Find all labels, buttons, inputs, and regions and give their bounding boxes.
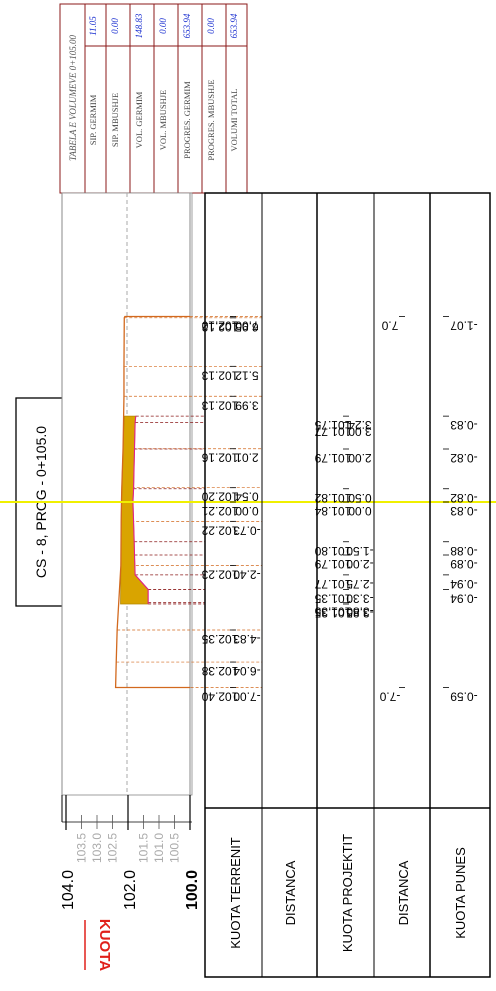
band-label: DISTANCA — [396, 860, 411, 925]
terrain-dist-value: -0.73 — [233, 523, 261, 537]
project-dist-value: -2.75 — [346, 577, 374, 591]
work-height-value: -0.82 — [450, 451, 478, 465]
project-elev-value: 101.82 — [314, 491, 351, 505]
project-dist-value: 2.00 — [348, 451, 372, 465]
project-dist-value: 3.24 — [348, 418, 372, 432]
project-elev-value: 101.84 — [314, 504, 351, 518]
project-elev-value: 101.35 — [314, 605, 351, 619]
terrain-elev-value: 102.20 — [201, 490, 238, 504]
axis-label-group: KUOTA — [84, 919, 113, 971]
volume-table-value: 653.94 — [182, 13, 192, 38]
terrain-elev-value: 102.35 — [201, 632, 238, 646]
volume-table-value: 11.05 — [88, 16, 98, 36]
project-dist-value: -3.80 — [346, 605, 374, 619]
axis-major-label: 104.0 — [60, 870, 77, 910]
volume-table-label: VOLUMI TOTAL — [229, 89, 239, 152]
axis-minor-label: 103.5 — [75, 833, 89, 863]
work-height-value: -0.94 — [450, 577, 478, 591]
terrain-dist-value: 5.12 — [235, 368, 259, 382]
axis-major-label: 102.0 — [122, 870, 139, 910]
volume-table-value: 653.94 — [229, 13, 239, 38]
work-height-value: -0.89 — [450, 557, 478, 571]
design-dist-value: 7.0 — [381, 319, 398, 333]
volume-table-value: 148.83 — [134, 13, 144, 38]
terrain-dist-value: -6.04 — [233, 664, 261, 678]
work-height-value: -0.83 — [450, 418, 478, 432]
project-dist-value: -3.30 — [346, 591, 374, 605]
work-height-value: -0.59 — [450, 690, 478, 704]
work-height-value: -0.94 — [450, 591, 478, 605]
terrain-dist-value: -7.00 — [233, 690, 261, 704]
project-dist-value: 0.50 — [348, 491, 372, 505]
axis-minor-label: 103.0 — [90, 833, 104, 863]
axis-label: KUOTA — [96, 919, 113, 971]
terrain-dist-value: 3.99 — [235, 398, 259, 412]
work-height-value: -0.82 — [450, 491, 478, 505]
project-dist-value: -3.85 — [346, 606, 374, 620]
design-dist-value: -7.0 — [379, 690, 400, 704]
terrain-line — [114, 315, 190, 689]
project-dist-value: -1.50 — [346, 544, 374, 558]
volume-table-label: VOL. MBUSHJE — [158, 90, 168, 150]
project-elev-value: 101.77 — [314, 425, 351, 439]
terrain-elev-value: 102.23 — [201, 568, 238, 582]
axis-minor-label: 102.5 — [106, 833, 120, 863]
terrain-elev-value: 102.13 — [201, 368, 238, 382]
terrain-elev-value: 102.13 — [201, 398, 238, 412]
terrain-elev-value: 102.38 — [201, 664, 238, 678]
work-height-value: -0.83 — [450, 504, 478, 518]
terrain-dist-value: 7.00 — [235, 319, 259, 333]
terrain-elev-value: 102.21 — [201, 504, 238, 518]
design-line — [132, 416, 149, 605]
project-elev-value: 101.77 — [314, 577, 351, 591]
axis-minor-label: 100.5 — [168, 833, 182, 863]
volume-table-value: 0.00 — [206, 18, 216, 34]
volume-table: TABELA E VOLUMEVE 0+105.00 SIP. GERMIM 11… — [59, 3, 248, 194]
volume-table-label: PROGRES. MBUSHJE — [206, 79, 216, 160]
volume-table-label: PROGRES. GERMIM — [182, 81, 192, 159]
volume-table-value: 0.00 — [110, 18, 120, 34]
project-elev-value: 101.79 — [314, 451, 351, 465]
band-label: DISTANCA — [283, 860, 298, 925]
project-elev-value: 101.35 — [314, 606, 351, 620]
work-height-value: -1.07 — [450, 319, 478, 333]
volume-table-title: TABELA E VOLUMEVE 0+105.00 — [68, 35, 78, 161]
plot-area — [0, 192, 496, 796]
band-label: KUOTA TERRENIT — [228, 837, 243, 949]
axis-minor-label: 101.0 — [152, 833, 166, 863]
terrain-dist-value: 2.01 — [235, 451, 259, 465]
terrain-elev-value: 102.12 — [201, 320, 238, 334]
project-elev-value: 101.35 — [314, 591, 351, 605]
volume-table-label: VOL. GERMIM — [134, 91, 144, 148]
axis-ticks: 104.0 102.0 100.0 103.5 103.0 102.5 101.5 101.0… — [60, 795, 201, 910]
volume-table-label: SIP. MBUSHJE — [110, 93, 120, 147]
terrain-elev-value: 102.40 — [201, 690, 238, 704]
data-bands: KUOTA TERRENIT DISTANCA KUOTA PROJEKTIT DIS… — [201, 192, 491, 978]
terrain-elev-value: 102.16 — [201, 451, 238, 465]
volume-table-label: SIP. GERMIM — [88, 94, 98, 145]
axis-minor-label: 101.5 — [137, 833, 151, 863]
terrain-dist-value: 6.95 — [235, 320, 259, 334]
terrain-dist-value: 0.00 — [235, 504, 259, 518]
project-dist-value: 0.00 — [348, 504, 372, 518]
terrain-elev-value: 102.10 — [201, 319, 238, 333]
band-label: KUOTA PUNES — [453, 847, 468, 939]
axis-major-label: 100.0 — [184, 870, 201, 910]
terrain-elev-value: 102.22 — [201, 523, 238, 537]
terrain-dist-value: -2.40 — [233, 568, 261, 582]
project-elev-value: 101.80 — [314, 544, 351, 558]
work-height-value: -0.88 — [450, 544, 478, 558]
project-elev-value: 101.75 — [314, 418, 351, 432]
terrain-dist-value: -4.83 — [233, 632, 261, 646]
volume-table-value: 0.00 — [158, 18, 168, 34]
terrain-dist-value: 0.54 — [235, 490, 259, 504]
project-dist-value: -2.00 — [346, 557, 374, 571]
project-elev-value: 101.79 — [314, 557, 351, 571]
band-label: KUOTA PROJEKTIT — [340, 834, 355, 952]
project-dist-value: 3.00 — [348, 425, 372, 439]
